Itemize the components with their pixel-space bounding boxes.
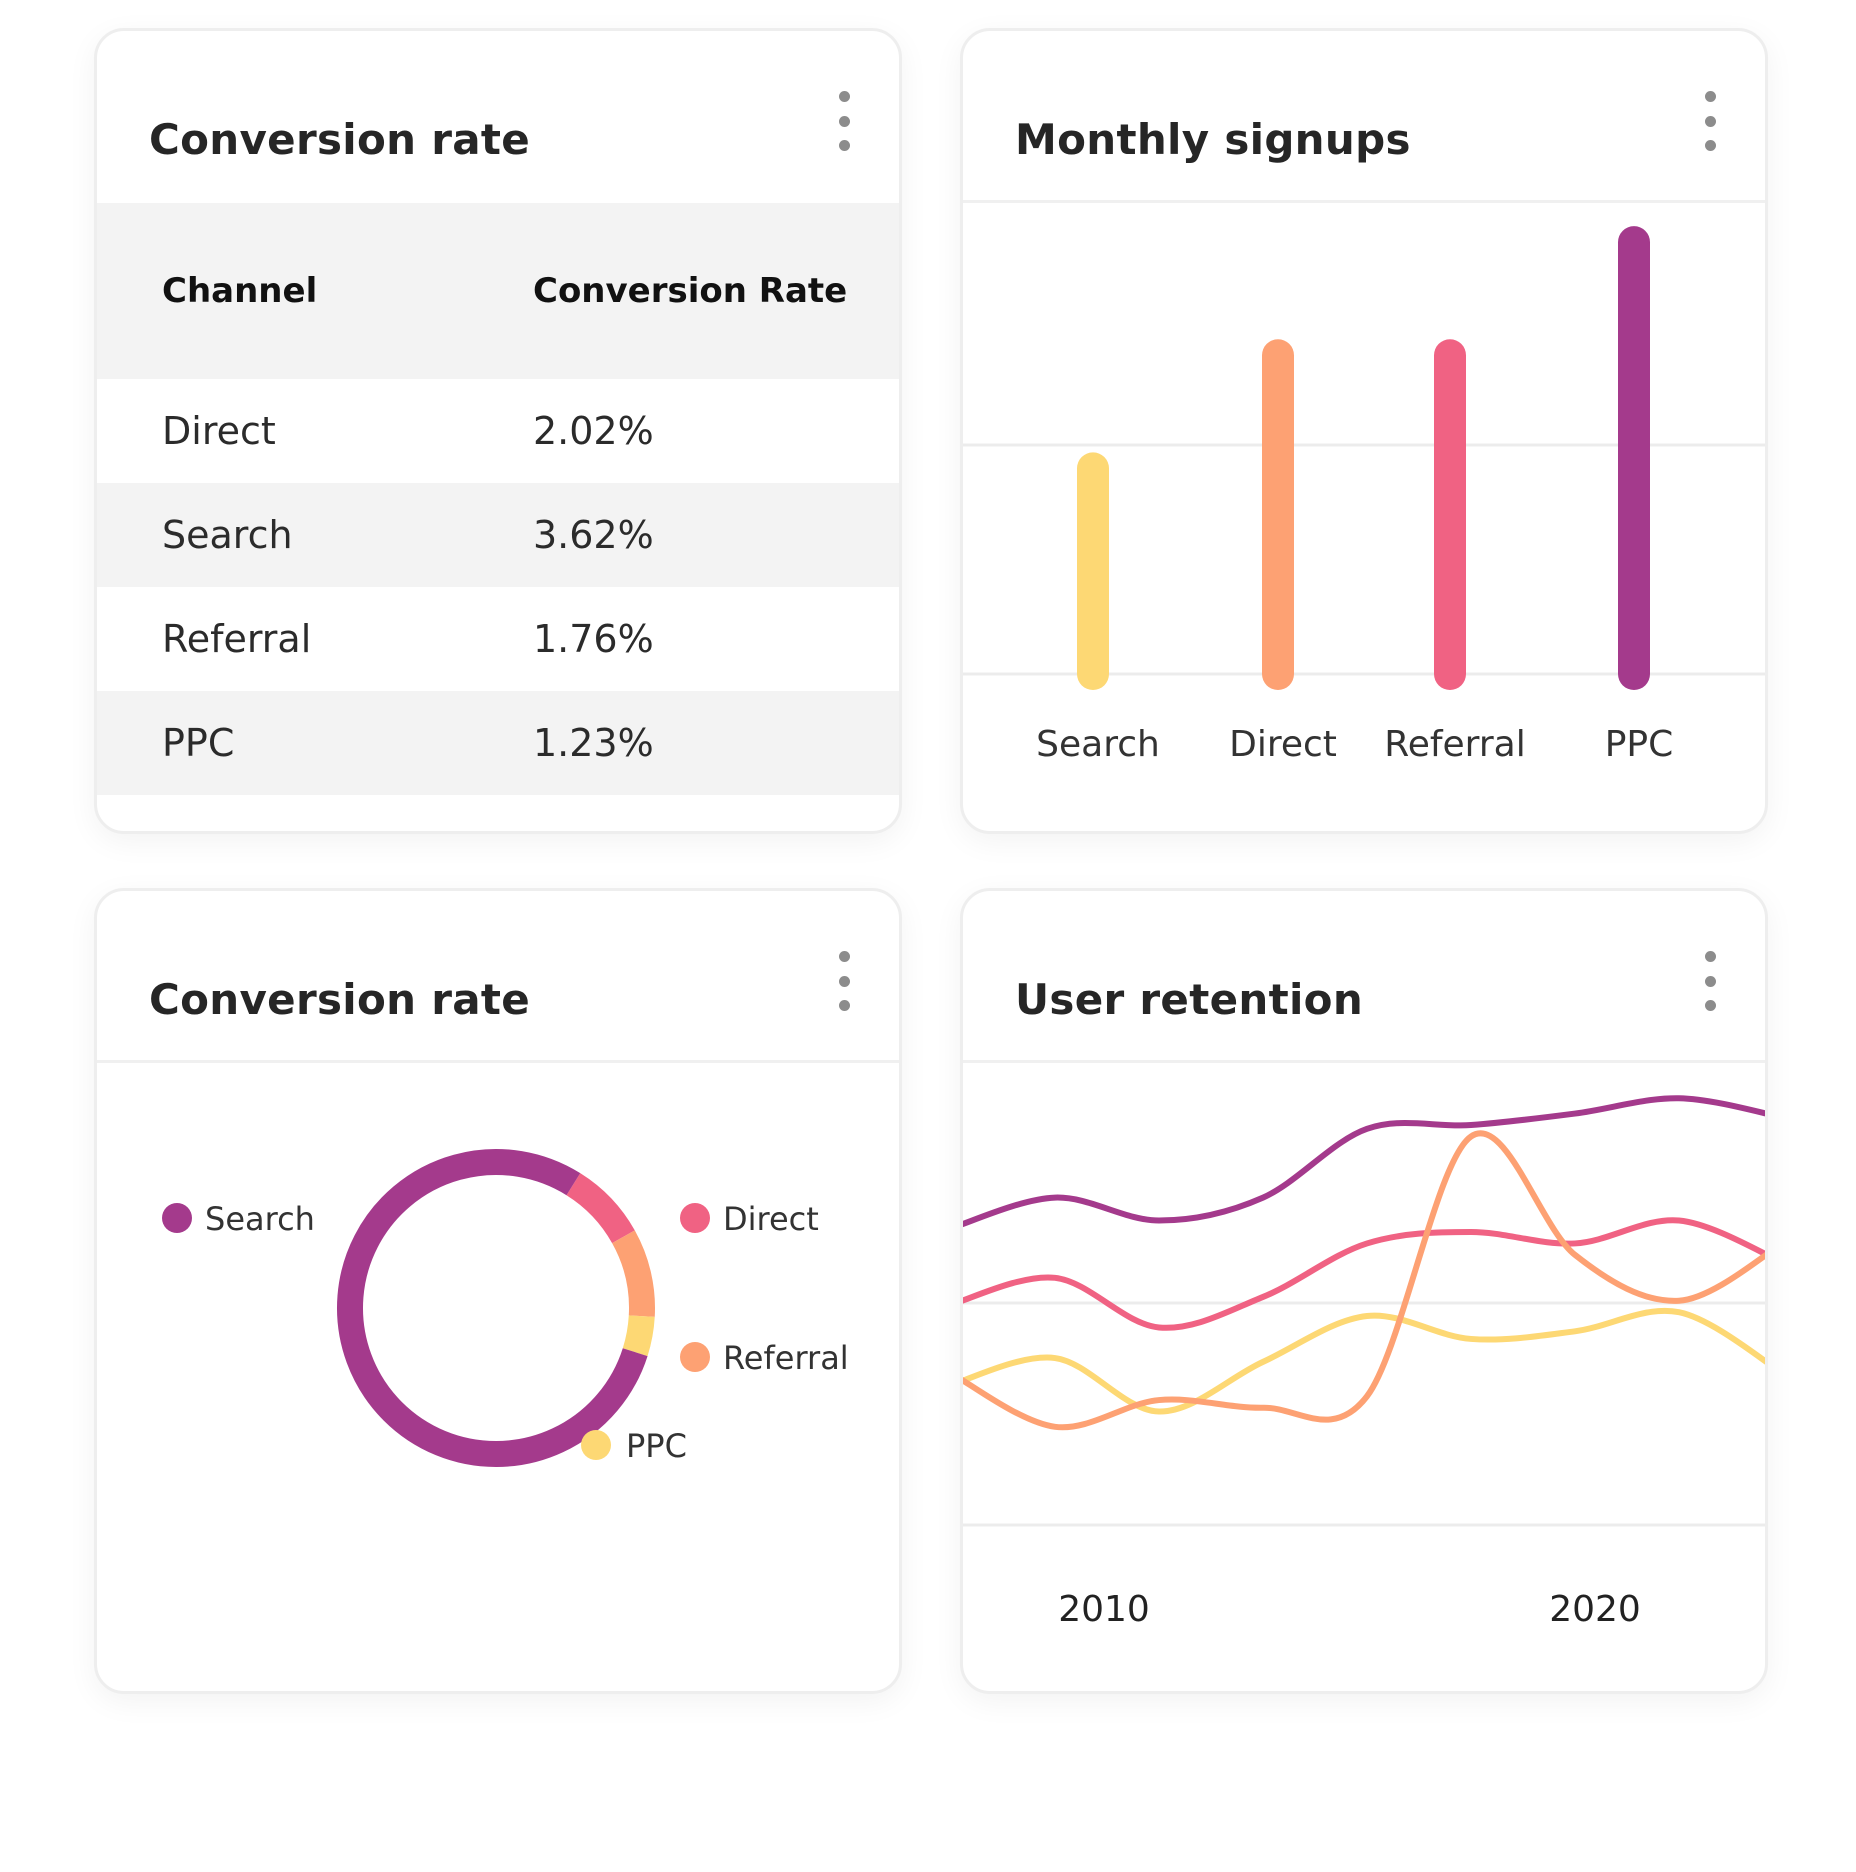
- line-chart: 2010 2020: [963, 1095, 1768, 1630]
- legend-label-ppc[interactable]: PPC: [626, 1427, 687, 1465]
- header-divider: [963, 1060, 1765, 1063]
- x-tick-label: PPC: [1605, 724, 1674, 765]
- card-title: Conversion rate: [149, 975, 531, 1024]
- rate-cell: 1.76%: [533, 617, 654, 661]
- header-divider: [963, 200, 1765, 203]
- table-row: Direct 2.02%: [97, 379, 899, 483]
- conversion-rate-table-card: Conversion rate Channel Conversion Rate …: [94, 28, 902, 834]
- rate-cell: 1.23%: [533, 721, 654, 765]
- more-options-icon[interactable]: [1695, 91, 1725, 151]
- monthly-signups-card: Monthly signups Search Direct Referral PPC: [960, 28, 1768, 834]
- rate-cell: 3.62%: [533, 513, 654, 557]
- slice-ppc[interactable]: [622, 1315, 655, 1357]
- column-header-conversion-rate[interactable]: Conversion Rate: [533, 271, 848, 311]
- channel-cell: Referral: [162, 617, 312, 661]
- rate-cell: 2.02%: [533, 409, 654, 453]
- legend-marker: [581, 1430, 611, 1460]
- card-title: Monthly signups: [1015, 115, 1411, 164]
- more-options-icon[interactable]: [1695, 951, 1725, 1011]
- channel-cell: Search: [162, 513, 293, 557]
- table-header-row: Channel Conversion Rate: [97, 203, 899, 379]
- series-line-2[interactable]: [963, 1307, 1768, 1415]
- table-row: PPC 1.23%: [97, 691, 899, 795]
- channel-cell: PPC: [162, 721, 235, 765]
- donut-chart: Search Direct Referral PPC: [162, 1149, 849, 1467]
- legend-label-search[interactable]: Search: [205, 1200, 315, 1238]
- x-tick-label: Search: [1036, 724, 1160, 765]
- x-tick-label: Direct: [1229, 724, 1337, 765]
- x-tick-label: 2020: [1549, 1589, 1641, 1630]
- conversion-rate-donut-card: Conversion rate Search Direct Referral PPC: [94, 888, 902, 1694]
- series-line-0[interactable]: [963, 1095, 1768, 1228]
- series-line-3[interactable]: [963, 1130, 1768, 1431]
- legend-label-direct[interactable]: Direct: [723, 1200, 819, 1238]
- card-title: User retention: [1015, 975, 1364, 1024]
- legend-label-referral[interactable]: Referral: [723, 1339, 849, 1377]
- channel-cell: Direct: [162, 409, 276, 453]
- x-tick-label: 2010: [1058, 1589, 1150, 1630]
- card-title: Conversion rate: [149, 115, 531, 164]
- header-divider: [97, 1060, 899, 1063]
- user-retention-card: User retention 2010 2020: [960, 888, 1768, 1694]
- more-options-icon[interactable]: [829, 951, 859, 1011]
- legend-marker: [680, 1203, 710, 1233]
- table-row: Referral 1.76%: [97, 587, 899, 691]
- legend-marker: [162, 1203, 192, 1233]
- legend-marker: [680, 1342, 710, 1372]
- bar-chart: Search Direct Referral PPC: [963, 226, 1765, 765]
- table-row: Search 3.62%: [97, 483, 899, 587]
- conversion-table: Channel Conversion Rate Direct 2.02% Sea…: [97, 203, 899, 795]
- x-tick-label: Referral: [1384, 724, 1525, 765]
- slice-referral[interactable]: [611, 1230, 655, 1317]
- column-header-channel[interactable]: Channel: [162, 271, 318, 311]
- slice-search[interactable]: [337, 1149, 648, 1467]
- more-options-icon[interactable]: [829, 91, 859, 151]
- series-line-1[interactable]: [963, 1217, 1768, 1331]
- slice-direct[interactable]: [566, 1173, 635, 1244]
